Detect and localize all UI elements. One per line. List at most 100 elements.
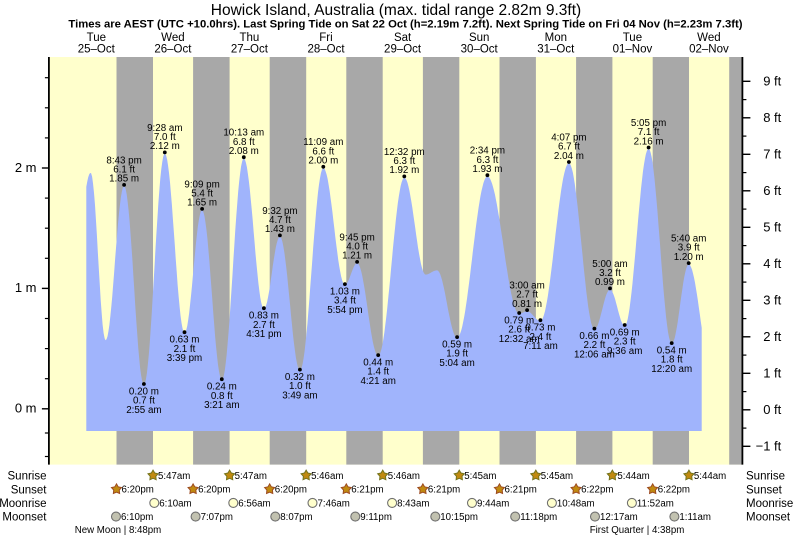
svg-text:12:17am: 12:17am [600,512,638,523]
svg-text:9:28 am: 9:28 am [147,123,182,134]
svg-text:6:21pm: 6:21pm [428,485,460,496]
svg-text:6:56am: 6:56am [238,498,270,509]
svg-text:Thu: Thu [239,32,259,44]
svg-text:9:09 pm: 9:09 pm [184,179,219,190]
svg-text:0.99 m: 0.99 m [595,277,625,288]
svg-text:12:06 am: 12:06 am [574,349,615,360]
svg-text:02–Nov: 02–Nov [689,44,729,56]
svg-text:29–Oct: 29–Oct [384,44,422,56]
svg-text:Sat: Sat [394,32,412,44]
svg-text:6:20pm: 6:20pm [122,485,154,496]
svg-text:1.0 ft: 1.0 ft [289,381,311,392]
svg-text:30–Oct: 30–Oct [461,44,499,56]
svg-text:12:20 am: 12:20 am [651,364,692,375]
svg-text:Sunrise: Sunrise [8,471,47,483]
svg-text:Tue: Tue [87,32,106,44]
svg-text:5:05 pm: 5:05 pm [631,118,666,129]
svg-text:7 ft: 7 ft [763,147,781,162]
svg-text:5 ft: 5 ft [763,220,781,235]
svg-text:6:21pm: 6:21pm [351,485,383,496]
svg-text:Fri: Fri [319,32,332,44]
svg-text:5:44am: 5:44am [617,471,649,482]
svg-text:6:20pm: 6:20pm [275,485,307,496]
svg-text:11:52am: 11:52am [637,498,674,509]
svg-text:2.3 ft: 2.3 ft [614,337,636,348]
svg-text:Moonrise: Moonrise [746,498,793,510]
svg-text:3:21 am: 3:21 am [204,400,239,411]
svg-text:1 m: 1 m [15,280,37,295]
svg-text:1.4 ft: 1.4 ft [367,367,389,378]
svg-text:1.92 m: 1.92 m [389,165,419,176]
svg-text:2:34 pm: 2:34 pm [470,146,505,157]
svg-text:12:32 am: 12:32 am [499,334,540,345]
svg-text:0.24 m: 0.24 m [207,382,237,393]
svg-text:6:20pm: 6:20pm [198,485,230,496]
svg-text:1.8 ft: 1.8 ft [661,355,683,366]
svg-text:1.20 m: 1.20 m [674,252,704,263]
svg-text:2.7 ft: 2.7 ft [516,290,538,301]
svg-text:5:44am: 5:44am [694,471,726,482]
svg-text:2.08 m: 2.08 m [229,146,259,157]
svg-text:Wed: Wed [161,32,184,44]
svg-text:5:46am: 5:46am [388,471,420,482]
svg-text:6.6 ft: 6.6 ft [312,146,334,157]
svg-text:Moonset: Moonset [2,512,47,524]
svg-text:2.16 m: 2.16 m [634,136,664,147]
svg-text:6 ft: 6 ft [763,183,781,198]
svg-text:5:45am: 5:45am [541,471,573,482]
svg-text:First Quarter | 4:38pm: First Quarter | 4:38pm [590,525,685,536]
svg-text:10:15pm: 10:15pm [440,512,478,523]
svg-text:10:13 am: 10:13 am [223,128,264,139]
svg-text:Sunset: Sunset [746,484,783,496]
svg-text:6:21pm: 6:21pm [505,485,537,496]
svg-text:5.4 ft: 5.4 ft [191,189,213,200]
svg-text:Moonrise: Moonrise [0,498,47,510]
svg-text:01–Nov: 01–Nov [613,44,653,56]
svg-text:Times are AEST (UTC +10.0hrs).: Times are AEST (UTC +10.0hrs). Last Spri… [68,19,742,31]
svg-text:0.20 m: 0.20 m [129,386,159,397]
svg-text:6.7 ft: 6.7 ft [558,142,580,153]
svg-text:1 ft: 1 ft [763,366,781,381]
svg-text:1:11am: 1:11am [679,512,711,523]
svg-text:1.43 m: 1.43 m [265,224,295,235]
svg-text:New Moon | 8:48pm: New Moon | 8:48pm [75,525,162,536]
svg-text:7.0 ft: 7.0 ft [154,132,176,143]
svg-text:0.7 ft: 0.7 ft [133,396,155,407]
svg-text:0.69 m: 0.69 m [610,327,640,338]
svg-text:6:10am: 6:10am [159,498,191,509]
svg-text:6.3 ft: 6.3 ft [393,156,415,167]
svg-text:4 ft: 4 ft [763,256,781,271]
svg-text:9:11pm: 9:11pm [360,512,392,523]
svg-text:2.12 m: 2.12 m [150,141,180,152]
svg-text:8:07pm: 8:07pm [280,512,312,523]
svg-text:0.59 m: 0.59 m [442,340,472,351]
svg-text:28–Oct: 28–Oct [307,44,345,56]
svg-text:2.1 ft: 2.1 ft [174,344,196,355]
svg-text:1.03 m: 1.03 m [330,287,360,298]
svg-text:−1 ft: −1 ft [756,439,782,454]
svg-text:25–Oct: 25–Oct [78,44,116,56]
svg-text:3:49 am: 3:49 am [282,390,317,401]
svg-text:5:45am: 5:45am [464,471,496,482]
svg-text:8:43 pm: 8:43 pm [106,155,141,166]
svg-text:7:46am: 7:46am [318,498,350,509]
svg-text:1.93 m: 1.93 m [472,164,502,175]
svg-text:26–Oct: 26–Oct [154,44,192,56]
svg-text:0.32 m: 0.32 m [285,372,315,383]
svg-text:5:40 am: 5:40 am [671,234,706,245]
svg-text:10:48am: 10:48am [557,498,595,509]
svg-text:1.21 m: 1.21 m [342,251,372,262]
svg-text:2.00 m: 2.00 m [308,156,338,167]
svg-text:0.8 ft: 0.8 ft [211,391,233,402]
svg-text:0.63 m: 0.63 m [170,335,200,346]
svg-text:7:11 am: 7:11 am [523,341,558,352]
svg-text:9 ft: 9 ft [763,74,781,89]
svg-text:0.54 m: 0.54 m [657,346,687,357]
svg-text:0.66 m: 0.66 m [579,331,609,342]
svg-text:5:46am: 5:46am [311,471,343,482]
svg-text:2.7 ft: 2.7 ft [253,320,275,331]
svg-text:11:09 am: 11:09 am [303,137,343,148]
svg-text:31–Oct: 31–Oct [537,44,575,56]
svg-text:2.4 ft: 2.4 ft [530,332,552,343]
svg-text:9:32 pm: 9:32 pm [262,206,297,217]
